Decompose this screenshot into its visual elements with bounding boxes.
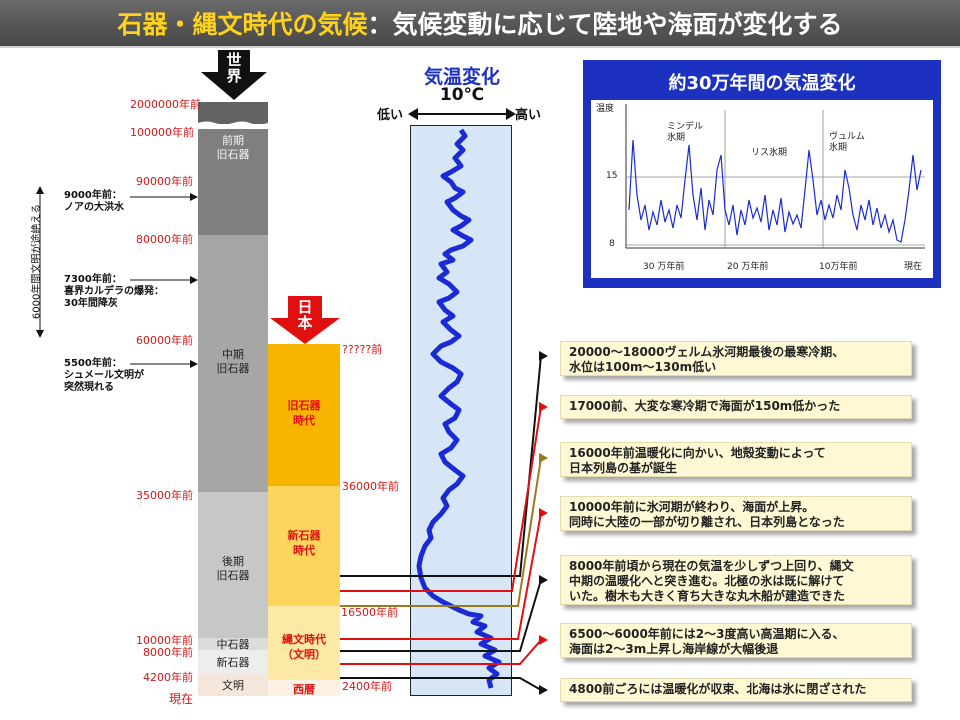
- down-arrow-icon: [270, 296, 340, 344]
- inset-x-tick: 20 万年前: [727, 262, 769, 272]
- double-arrow-icon: [408, 108, 516, 120]
- era-neolithic: [198, 650, 268, 674]
- japan-era-label: 縄文時代 （文明）: [282, 633, 326, 661]
- world-era-label: 中石器: [216, 638, 250, 651]
- world-year: 4200年前: [143, 671, 193, 684]
- japan-year: ?????前: [342, 343, 383, 356]
- inset-period-label: リス氷期: [751, 148, 788, 158]
- inset-period-label: ヴュルム 氷期: [829, 132, 865, 153]
- world-year: 現在: [168, 692, 193, 706]
- world-year: 80000年前: [136, 233, 193, 246]
- era-upper-paleolithic: [198, 492, 268, 638]
- inset-x-tick: 現在: [904, 262, 923, 272]
- inset-plot: 温度 15 8 30 万年前 20 万年前 10万年前 現在 ミンデル 氷期 リ…: [591, 100, 933, 278]
- world-year: 8000年前: [143, 646, 193, 659]
- inset-y-tick: 15: [606, 171, 618, 181]
- japan-year: 16500年前: [341, 606, 398, 619]
- inset-y-label: 温度: [596, 104, 615, 114]
- inset-graph: [625, 104, 925, 249]
- temperature-low-label: 低い: [377, 108, 404, 123]
- event-note: 10000年前に氷河期が終わり、海面が上昇。 同時に大陸の一部が切り離され、日本…: [560, 496, 912, 531]
- inset-title: 約30万年間の気温変化: [668, 73, 856, 94]
- era-mesolithic: [198, 638, 268, 650]
- temperature-high-label: 高い: [515, 108, 542, 123]
- world-era-label: 後期 旧石器: [216, 555, 250, 582]
- world-top-block: [198, 102, 268, 124]
- japan-year: 2400年前: [342, 680, 392, 693]
- world-era-label: 中期 旧石器: [216, 348, 250, 375]
- temperature-title: 気温変化: [423, 66, 500, 88]
- japan-era-label: 旧石器 時代: [287, 399, 321, 427]
- world-year: 10000年前: [136, 634, 193, 647]
- break-mark: [198, 121, 268, 129]
- world-arrow: 世 界: [201, 50, 267, 100]
- temperature-scale: 10℃: [439, 85, 485, 105]
- japan-year: 36000年前: [342, 480, 399, 493]
- note-sumer: 5500年前： シュメール文明が 突然現れる: [64, 358, 144, 393]
- world-year: 90000年前: [136, 175, 193, 188]
- japan-era-label: 新石器 時代: [287, 529, 321, 557]
- world-year: 35000年前: [136, 489, 193, 502]
- title-bar: 石器・縄文時代の気候 ：気候変動に応じて陸地や海面が変化する: [0, 0, 960, 48]
- world-timeline: 前期 旧石器 中期 旧石器 後期 旧石器 中石器 新石器 文明: [198, 102, 268, 696]
- temperature-panel: [410, 125, 512, 696]
- world-year: 100000年前: [130, 126, 194, 139]
- japan-era-ad: [268, 680, 340, 696]
- era-lower-paleolithic: [198, 129, 268, 235]
- down-arrow-icon: [201, 50, 267, 100]
- japan-era-paleolithic: [268, 344, 340, 486]
- event-note: 8000年前頃から現在の気温を少しずつ上回り、縄文 中期の温暖化へと突き進む。北…: [560, 555, 912, 605]
- event-note: 6500～6000年前には2～3度高い高温期に入る、 海面は2～3m上昇し海岸線…: [560, 623, 912, 658]
- gap-range-arrow: [36, 186, 44, 338]
- note-noah-flood: 9000年前： ノアの大洪水: [64, 190, 124, 213]
- japan-era-neolithic: [268, 486, 340, 606]
- world-year: 2000000年前: [130, 98, 201, 111]
- temperature-curve: [416, 128, 502, 689]
- japan-arrow: 日 本: [270, 296, 340, 344]
- world-era-label: 文明: [222, 679, 244, 692]
- era-middle-paleolithic: [198, 235, 268, 492]
- event-note: 17000前、大変な寒冷期で海面が150m低かった: [560, 395, 912, 419]
- era-civilization: [198, 674, 268, 696]
- japan-era-jomon: [268, 606, 340, 680]
- inset-y-tick: 8: [609, 239, 615, 249]
- event-note: 16000年前温暖化に向かい、地殻変動によって 日本列島の基が誕生: [560, 442, 912, 477]
- note-kikai-caldera: 7300年前： 喜界カルデラの爆発： 30年間降灰: [64, 274, 164, 309]
- event-note: 20000～18000ヴェルム氷河期最後の最寒冷期、 水位は100m～130m低…: [560, 341, 912, 376]
- world-label: 世 界: [226, 51, 242, 85]
- world-year: 60000年前: [136, 334, 193, 347]
- inset-300k-chart: 約30万年間の気温変化 温度 15 8 30 万年前 20 万年前 10万年前 …: [583, 60, 941, 288]
- inset-x-tick: 10万年前: [819, 262, 858, 272]
- japan-label: 日 本: [297, 298, 313, 332]
- japan-era-label: 西暦: [293, 683, 315, 696]
- inset-x-tick: 30 万年前: [643, 262, 685, 272]
- title-sub: ：気候変動に応じて陸地や海面が変化する: [367, 10, 843, 39]
- japan-timeline: 旧石器 時代 新石器 時代 縄文時代 （文明） 西暦: [268, 344, 340, 696]
- world-era-label: 新石器: [216, 656, 250, 669]
- world-era-label: 前期 旧石器: [216, 134, 250, 161]
- event-note: 4800前ごろには温暖化が収束、北海は氷に閉ざされた: [560, 678, 912, 702]
- title-main: 石器・縄文時代の気候: [117, 10, 368, 39]
- inset-period-label: ミンデル 氷期: [667, 122, 704, 143]
